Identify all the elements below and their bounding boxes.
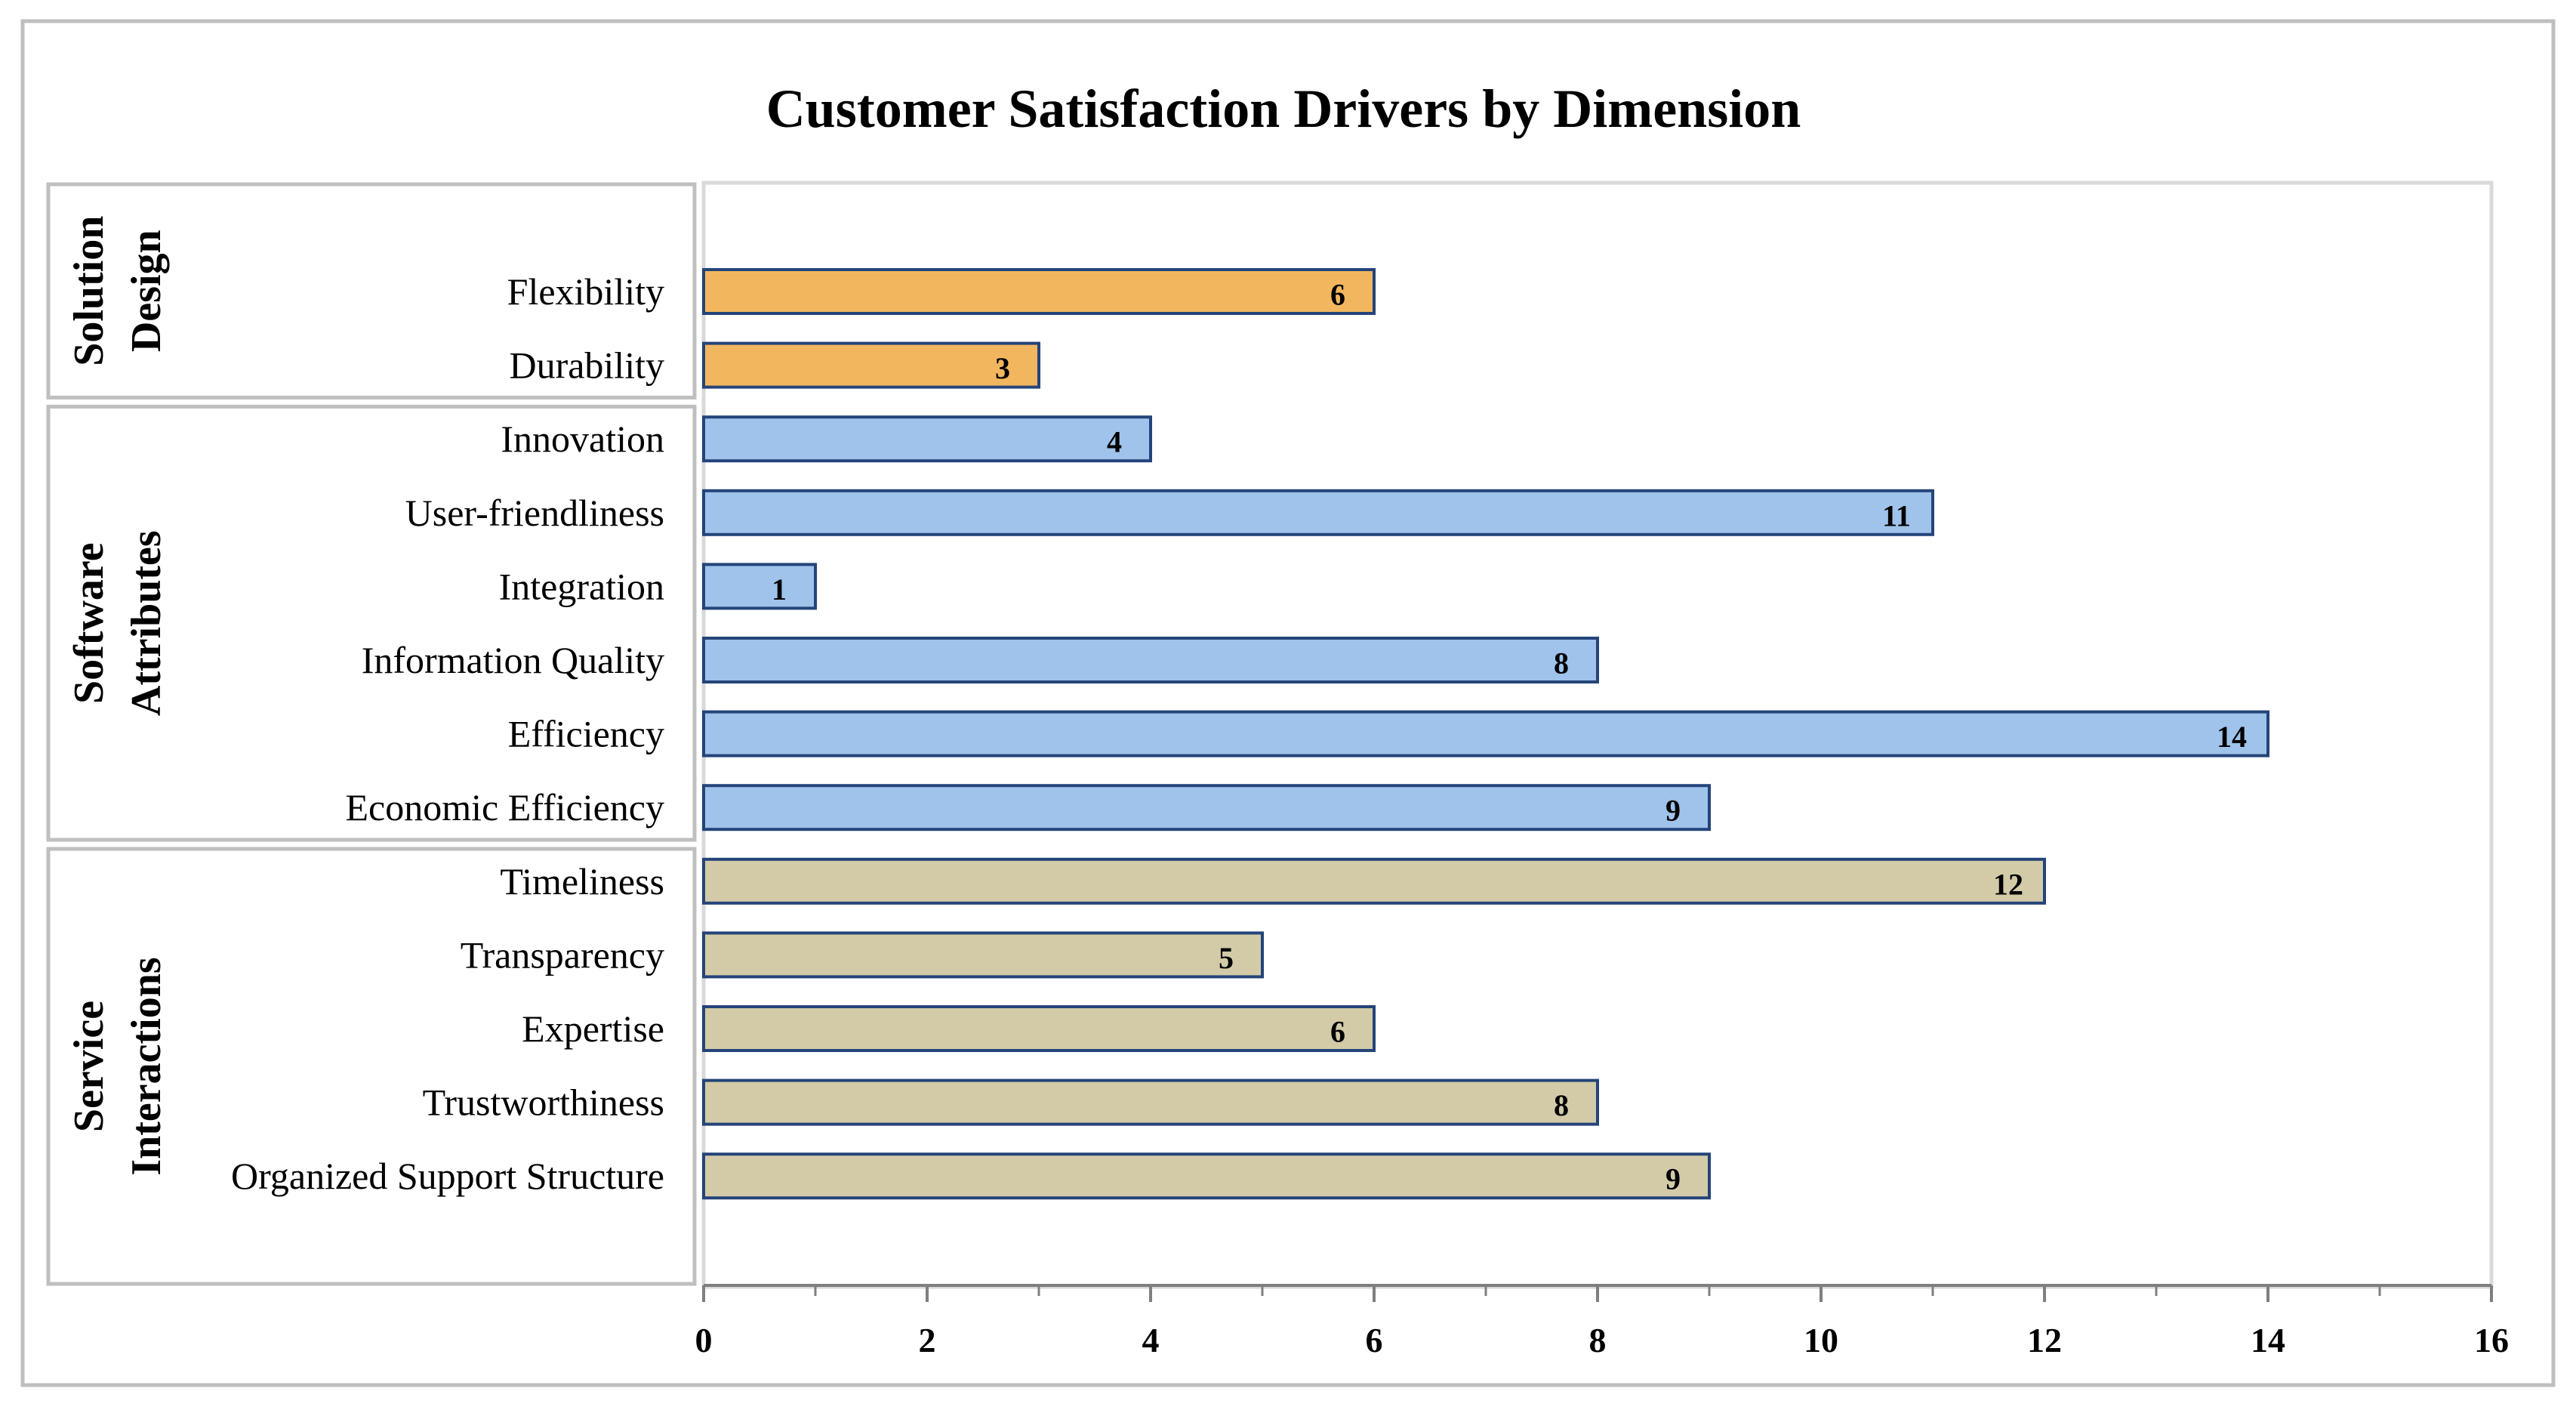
category-label-integration: Integration xyxy=(499,565,664,607)
bar-efficiency xyxy=(702,710,2269,757)
x-tick-label-12: 12 xyxy=(2027,1321,2062,1359)
x-tick-label-6: 6 xyxy=(1366,1321,1383,1359)
bar-information-quality xyxy=(702,637,1599,683)
data-label-flexibility: 6 xyxy=(1330,278,1345,312)
data-label-economic-efficiency: 9 xyxy=(1665,794,1681,828)
group-label-software-attributes-line-1: Software xyxy=(66,542,112,704)
category-label-flexibility: Flexibility xyxy=(507,270,664,313)
category-label-timeliness: Timeliness xyxy=(500,860,664,902)
group-panel-service-interactions xyxy=(46,847,697,1286)
group-label-software-attributes-line-2: Attributes xyxy=(123,530,170,716)
x-tick-label-4: 4 xyxy=(1142,1321,1160,1359)
data-label-organized-support-structure: 9 xyxy=(1665,1162,1681,1196)
data-label-durability: 3 xyxy=(995,351,1010,385)
group-panel-software-attributes xyxy=(46,404,697,842)
bar-user-friendliness xyxy=(702,489,1934,536)
bar-integration xyxy=(702,563,817,610)
category-label-efficiency: Efficiency xyxy=(508,713,664,755)
category-label-economic-efficiency: Economic Efficiency xyxy=(345,786,664,828)
x-tick-label-10: 10 xyxy=(1804,1321,1838,1359)
group-label-solution-design-line-2: Design xyxy=(123,230,170,352)
data-label-efficiency: 14 xyxy=(2217,720,2247,754)
bar-transparency xyxy=(702,931,1264,979)
category-label-innovation: Innovation xyxy=(501,418,664,460)
group-label-service-interactions-line-2: Interactions xyxy=(123,957,170,1175)
category-label-trustworthiness: Trustworthiness xyxy=(423,1081,664,1124)
data-label-integration: 1 xyxy=(772,572,787,606)
category-label-user-friendliness: User-friendliness xyxy=(405,492,664,534)
x-tick-label-16: 16 xyxy=(2474,1321,2509,1359)
bar-organized-support-structure xyxy=(702,1152,1711,1200)
chart-title: Customer Satisfaction Drivers by Dimensi… xyxy=(766,79,1801,139)
category-label-expertise: Expertise xyxy=(522,1007,664,1050)
data-label-user-friendliness: 11 xyxy=(1882,498,1911,532)
data-label-innovation: 4 xyxy=(1107,425,1122,459)
category-label-information-quality: Information Quality xyxy=(362,639,664,681)
bar-timeliness xyxy=(702,857,2046,905)
x-axis: 0 2 4 6 8 10 12 14 16 xyxy=(695,1284,2509,1359)
x-tick-label-0: 0 xyxy=(695,1321,713,1359)
data-label-trustworthiness: 8 xyxy=(1554,1088,1569,1122)
group-panels: Solution Design Flexibility Durability Softw… xyxy=(46,182,697,1286)
bar-durability xyxy=(702,341,1040,389)
x-tick-label-8: 8 xyxy=(1589,1321,1607,1359)
x-tick-label-14: 14 xyxy=(2251,1321,2285,1359)
category-label-organized-support-structure: Organized Support Structure xyxy=(231,1155,664,1197)
group-label-service-interactions-line-1: Service xyxy=(66,1001,112,1132)
data-label-expertise: 6 xyxy=(1330,1015,1345,1049)
group-panel-solution-design xyxy=(46,182,697,400)
bar-expertise xyxy=(702,1005,1376,1052)
category-label-durability: Durability xyxy=(509,344,664,387)
data-label-timeliness: 12 xyxy=(1993,867,2023,901)
category-label-transparency: Transparency xyxy=(461,933,664,976)
data-label-information-quality: 8 xyxy=(1554,646,1569,680)
bar-economic-efficiency xyxy=(702,784,1711,831)
group-label-solution-design-line-1: Solution xyxy=(66,216,112,366)
bar-flexibility xyxy=(702,268,1376,315)
x-tick-label-2: 2 xyxy=(919,1321,936,1359)
data-label-transparency: 5 xyxy=(1219,941,1234,975)
bar-trustworthiness xyxy=(702,1078,1599,1126)
bar-innovation xyxy=(702,415,1152,463)
